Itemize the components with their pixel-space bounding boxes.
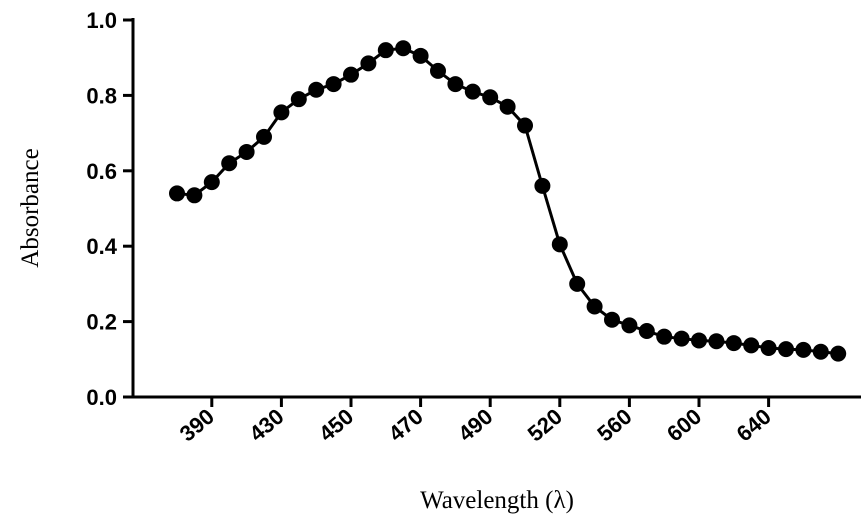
y-tick-label: 0.0 bbox=[86, 385, 117, 410]
point bbox=[656, 328, 673, 345]
y-axis-label: Absorbance bbox=[17, 148, 44, 267]
y-tick-label: 0.4 bbox=[86, 234, 117, 259]
point bbox=[725, 335, 742, 352]
point bbox=[638, 323, 655, 340]
point bbox=[551, 236, 568, 253]
y-tick-label: 0.6 bbox=[86, 159, 117, 184]
point bbox=[499, 98, 516, 115]
point bbox=[586, 298, 603, 315]
point bbox=[325, 76, 342, 93]
point bbox=[221, 155, 238, 172]
point bbox=[238, 143, 255, 160]
point bbox=[708, 333, 725, 350]
point bbox=[203, 174, 220, 191]
y-tick-label: 0.2 bbox=[86, 310, 117, 335]
x-tick-label: 640 bbox=[732, 404, 776, 447]
point bbox=[447, 76, 464, 93]
point bbox=[569, 275, 586, 292]
point bbox=[412, 47, 429, 64]
point bbox=[621, 317, 638, 334]
point bbox=[743, 337, 760, 354]
point bbox=[256, 128, 272, 145]
point bbox=[308, 81, 325, 98]
point bbox=[395, 40, 412, 57]
x-tick-label: 560 bbox=[592, 404, 636, 447]
x-axis-label: Wavelength (λ) bbox=[420, 487, 574, 514]
y-tick-label: 1.0 bbox=[86, 8, 117, 33]
point bbox=[517, 117, 533, 134]
x-tick-label: 470 bbox=[384, 404, 428, 447]
point bbox=[273, 104, 290, 121]
point bbox=[760, 339, 777, 356]
x-tick-label: 490 bbox=[453, 404, 497, 447]
x-tick-label: 450 bbox=[314, 404, 358, 447]
y-tick-label: 0.8 bbox=[86, 83, 117, 108]
point bbox=[377, 42, 394, 59]
point bbox=[290, 91, 307, 108]
point bbox=[482, 89, 499, 106]
point bbox=[604, 311, 620, 328]
point bbox=[691, 332, 707, 349]
point bbox=[673, 330, 690, 347]
x-tick-label: 600 bbox=[662, 404, 706, 447]
line bbox=[176, 46, 839, 356]
point bbox=[186, 187, 203, 204]
x-tick-label: 430 bbox=[244, 404, 288, 447]
point bbox=[464, 83, 481, 100]
point bbox=[812, 343, 829, 360]
point bbox=[343, 66, 359, 83]
point bbox=[778, 341, 794, 358]
x-tick-label: 520 bbox=[523, 404, 567, 447]
point bbox=[830, 345, 847, 362]
point bbox=[795, 341, 812, 358]
point bbox=[534, 177, 551, 194]
point bbox=[360, 55, 377, 72]
point bbox=[169, 185, 185, 202]
point bbox=[430, 62, 446, 79]
x-tick-label: 390 bbox=[175, 404, 219, 447]
